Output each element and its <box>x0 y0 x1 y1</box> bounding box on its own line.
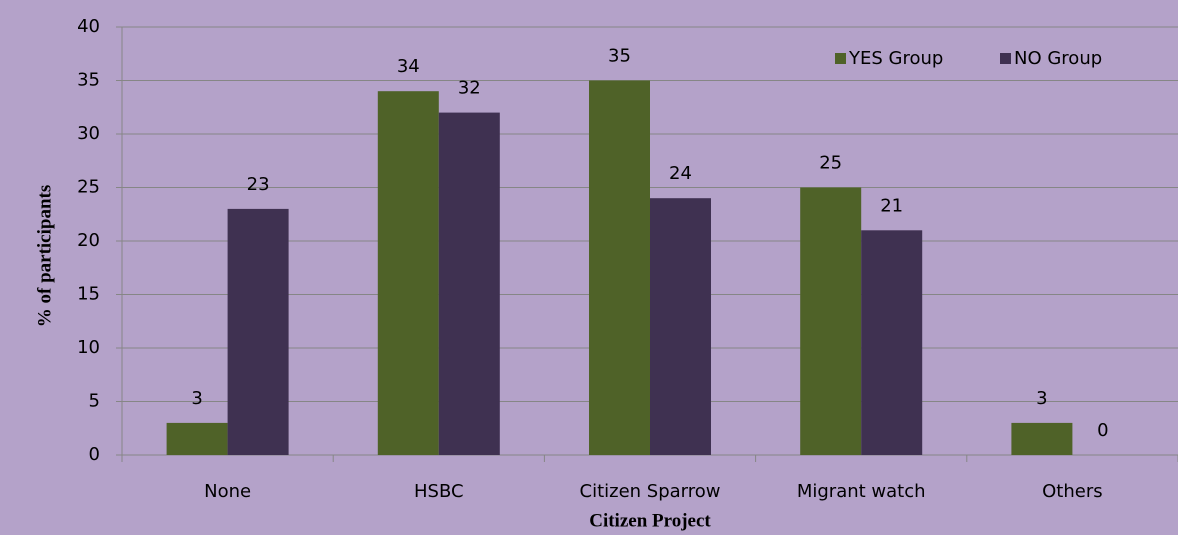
value-label: 0 <box>1097 420 1108 441</box>
bar <box>800 187 862 455</box>
legend-swatch <box>835 53 846 64</box>
value-label: 3 <box>1036 388 1047 409</box>
x-tick-label: Migrant watch <box>797 481 926 502</box>
y-tick-label: 35 <box>77 70 100 91</box>
bar <box>166 422 228 455</box>
bar <box>227 208 289 455</box>
value-label: 3 <box>191 388 202 409</box>
legend-label: YES Group <box>848 48 943 69</box>
value-label: 25 <box>819 153 842 174</box>
value-label: 24 <box>669 163 692 184</box>
legend-label: NO Group <box>1014 48 1102 69</box>
bar <box>377 91 439 455</box>
y-tick-label: 5 <box>89 391 100 412</box>
bar <box>650 198 711 455</box>
y-tick-label: 15 <box>77 284 100 305</box>
y-tick-label: 40 <box>77 16 100 37</box>
value-label: 35 <box>608 46 631 67</box>
x-tick-label: Citizen Sparrow <box>580 481 721 502</box>
bar <box>861 230 923 455</box>
value-label: 21 <box>880 195 903 216</box>
value-label: 32 <box>458 78 481 99</box>
value-label: 23 <box>247 174 270 195</box>
bar <box>1011 422 1073 455</box>
x-tick-label: None <box>204 481 251 502</box>
y-tick-label: 30 <box>77 123 100 144</box>
x-axis-title: Citizen Project <box>589 510 711 531</box>
bar <box>589 80 650 455</box>
legend-swatch <box>1000 53 1011 64</box>
y-tick-label: 0 <box>89 444 100 465</box>
bar <box>438 112 500 455</box>
y-tick-label: 10 <box>77 337 100 358</box>
x-tick-label: Others <box>1042 481 1103 502</box>
y-tick-label: 20 <box>77 230 100 251</box>
y-tick-label: 25 <box>77 177 100 198</box>
value-label: 34 <box>397 56 420 77</box>
x-tick-label: HSBC <box>414 481 464 502</box>
y-axis-title: % of participants <box>34 185 55 328</box>
